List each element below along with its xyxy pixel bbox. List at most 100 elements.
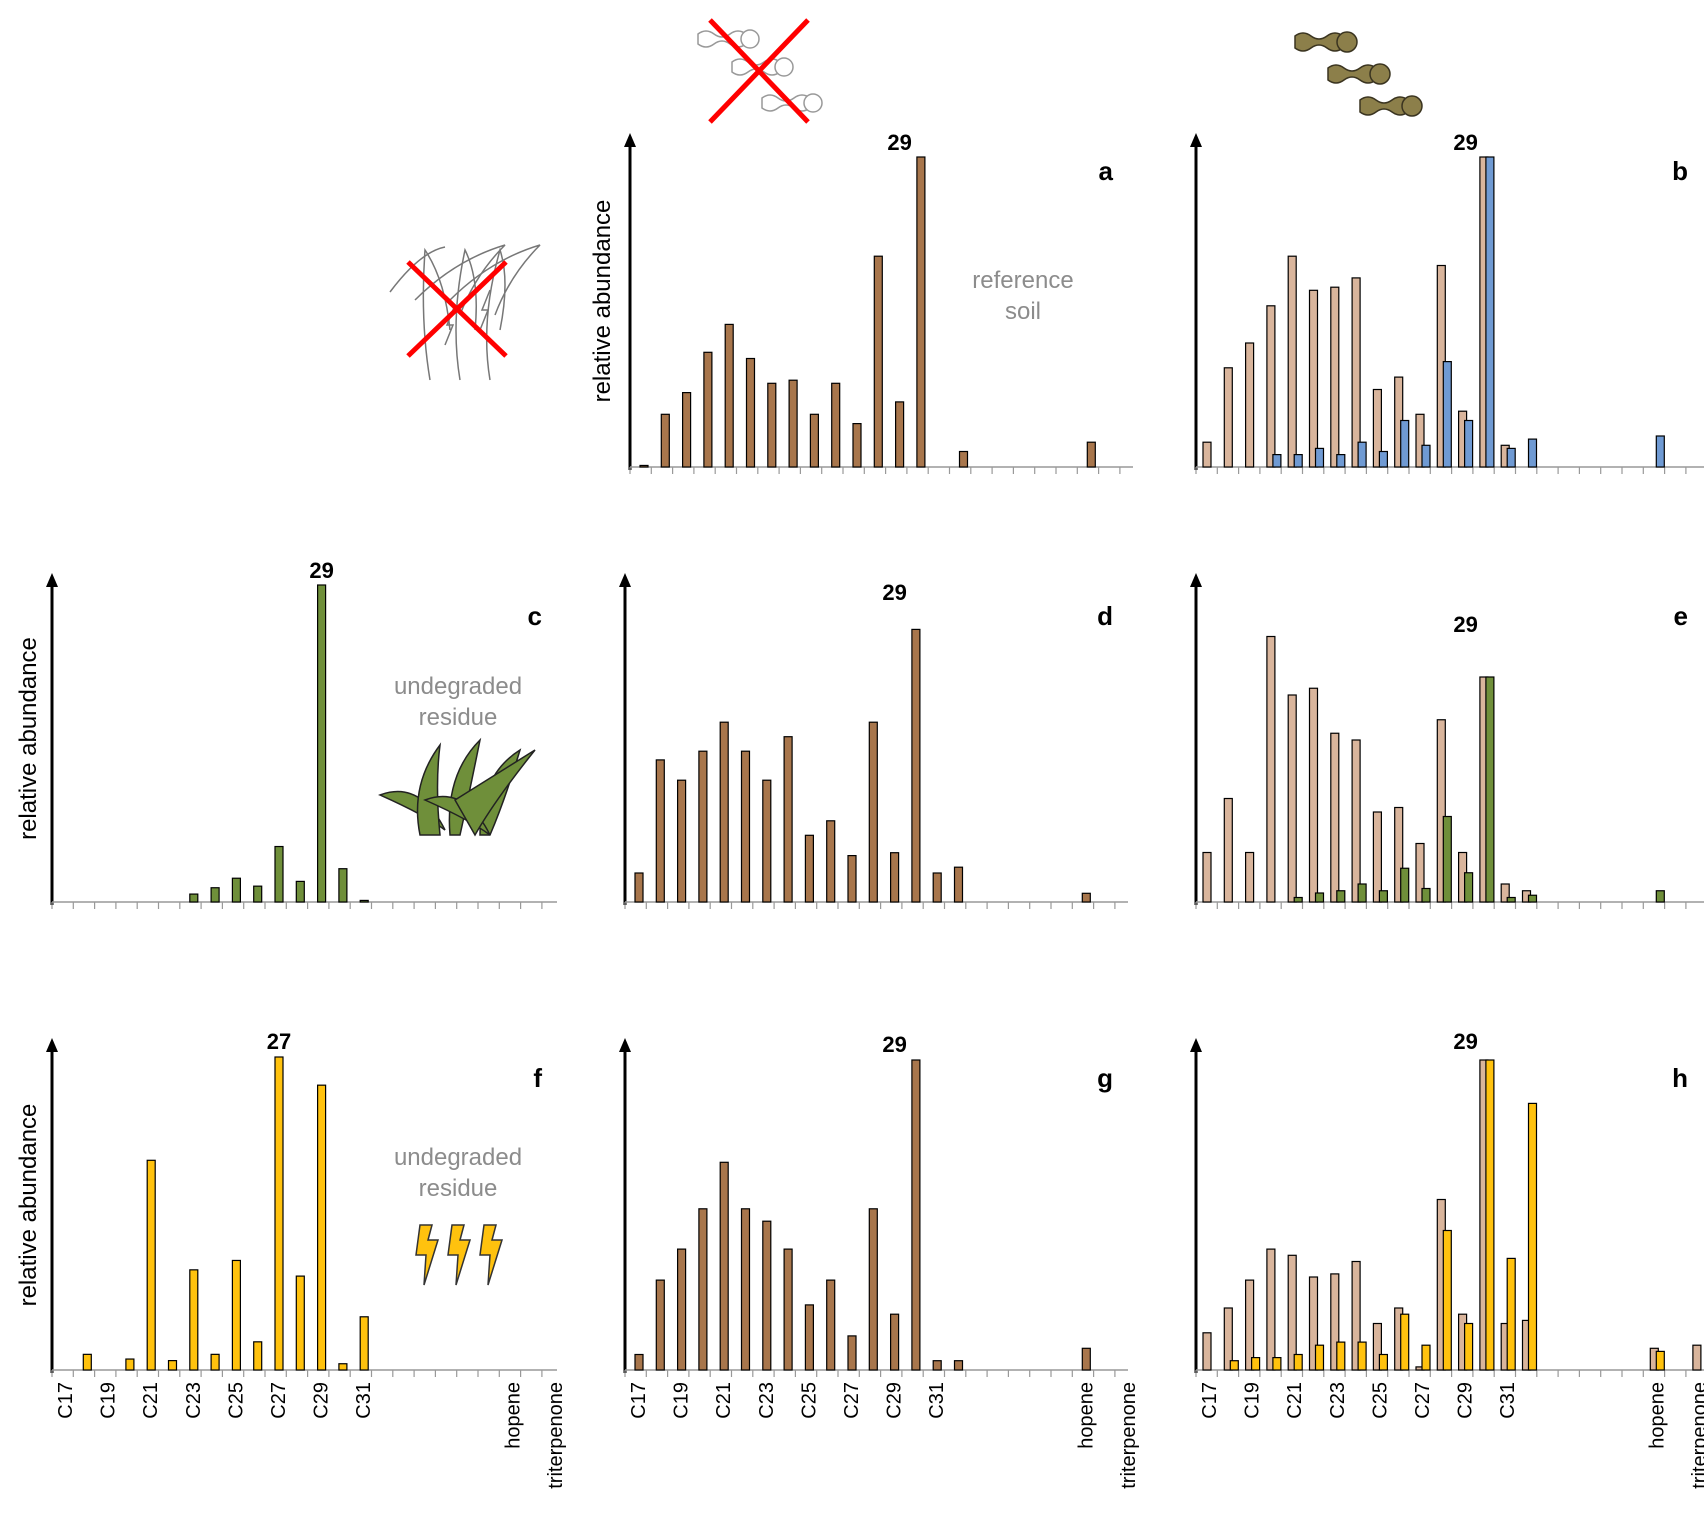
bar-h-s1-2 bbox=[1250, 1356, 1261, 1371]
panels-group: 29 a relative abundance reference soil 29 b 29 c… bbox=[15, 130, 1704, 1489]
panel-h: 29 h C17 C19 C21 C23 C25 C27 C29 C31 hopene triterp… bbox=[1190, 1029, 1704, 1489]
bar-d-s0-21 bbox=[1081, 892, 1091, 903]
bar-h-s1-9 bbox=[1400, 1313, 1410, 1371]
bar-a-s0-10 bbox=[852, 423, 862, 468]
bar-a-s0-0 bbox=[639, 464, 649, 468]
bar-a-s0-3 bbox=[703, 351, 713, 468]
y-axis-arrow bbox=[46, 573, 58, 587]
bar-b-s1-14 bbox=[1506, 447, 1516, 468]
bar-h-s1-8 bbox=[1378, 1353, 1389, 1371]
bar-f-s0-9 bbox=[253, 1341, 263, 1371]
x-tick-label: C25 bbox=[225, 1382, 247, 1419]
bar-h-s1-15 bbox=[1527, 1102, 1538, 1371]
bar-b-s0-4 bbox=[1287, 255, 1297, 468]
bar-a-s0-8 bbox=[809, 413, 820, 468]
x-tick-label: C19 bbox=[98, 1382, 120, 1419]
bar-h-s1-1 bbox=[1229, 1360, 1239, 1371]
y-axis-arrow bbox=[46, 1038, 58, 1052]
bar-g-s0-21 bbox=[1081, 1347, 1091, 1371]
x-tick-label: C19 bbox=[1242, 1382, 1264, 1419]
bar-b-s0-8 bbox=[1372, 388, 1383, 468]
bar-h-s1-7 bbox=[1357, 1341, 1367, 1371]
bar-d-s0-6 bbox=[762, 779, 772, 903]
bar-d-s0-15 bbox=[953, 866, 964, 903]
bar-a-s0-7 bbox=[788, 379, 798, 468]
bar-d-s0-14 bbox=[932, 872, 942, 903]
peak-label: 29 bbox=[1453, 130, 1477, 155]
bar-d-s0-12 bbox=[889, 852, 900, 903]
bar-g-s0-15 bbox=[953, 1360, 964, 1371]
panel-b: 29 b bbox=[1190, 130, 1704, 474]
bar-a-s0-13 bbox=[916, 156, 926, 468]
bar-h-s0-23 bbox=[1692, 1344, 1702, 1371]
bar-e-s0-0 bbox=[1202, 851, 1212, 903]
bar-f-s0-14 bbox=[359, 1316, 369, 1371]
x-tick-label: C21 bbox=[713, 1382, 735, 1419]
bar-b-s1-13 bbox=[1485, 156, 1495, 468]
bar-a-s0-1 bbox=[660, 413, 670, 468]
peak-label: 29 bbox=[882, 1032, 906, 1057]
bar-e-s1-10 bbox=[1421, 887, 1431, 903]
bar-b-s1-9 bbox=[1400, 419, 1410, 468]
bar-a-s0-11 bbox=[873, 255, 883, 468]
bar-b-s0-7 bbox=[1351, 277, 1361, 468]
bar-h-s1-4 bbox=[1293, 1353, 1303, 1371]
x-tick-label: C17 bbox=[1199, 1382, 1221, 1419]
x-tick-label: C31 bbox=[1497, 1382, 1519, 1419]
annotation-text: residue bbox=[419, 704, 498, 731]
y-axis-label: relative abundance bbox=[589, 200, 616, 403]
bar-c-s0-12 bbox=[317, 584, 327, 903]
bar-a-s0-2 bbox=[681, 392, 692, 468]
bar-e-s0-3 bbox=[1266, 635, 1276, 903]
annotation-text: residue bbox=[419, 1175, 498, 1202]
x-tick-label: C21 bbox=[1284, 1382, 1306, 1419]
bar-b-s1-12 bbox=[1463, 419, 1474, 468]
bar-a-s0-21 bbox=[1086, 441, 1096, 468]
x-tick-label: hopene bbox=[1075, 1382, 1097, 1449]
panel-letter: d bbox=[1097, 601, 1113, 631]
bar-e-s1-7 bbox=[1357, 883, 1367, 903]
panel-d: 29 d bbox=[619, 573, 1128, 909]
y-axis-label: relative abundance bbox=[15, 637, 42, 840]
bar-d-s0-5 bbox=[740, 750, 751, 903]
bar-b-s0-3 bbox=[1266, 305, 1276, 468]
panel-letter: h bbox=[1672, 1063, 1688, 1093]
bar-b-s1-5 bbox=[1314, 447, 1325, 468]
bar-e-s0-8 bbox=[1372, 811, 1383, 903]
bar-c-s0-9 bbox=[253, 885, 263, 903]
bar-e-s1-4 bbox=[1293, 896, 1303, 903]
y-axis-arrow bbox=[619, 573, 631, 587]
bar-a-s0-15 bbox=[958, 450, 969, 468]
bar-h-s0-7 bbox=[1351, 1260, 1361, 1371]
bar-g-s0-1 bbox=[655, 1279, 665, 1371]
x-tick-label: C27 bbox=[268, 1382, 290, 1419]
bar-h-s0-5 bbox=[1308, 1276, 1319, 1371]
x-tick-label: C29 bbox=[884, 1382, 906, 1419]
x-tick-label: C29 bbox=[311, 1382, 333, 1419]
grass-leaves-icon bbox=[378, 737, 536, 837]
bar-d-s0-7 bbox=[783, 736, 793, 903]
annotation-text: undegraded bbox=[394, 673, 522, 700]
crossed-out-pale-earthworms-icon bbox=[697, 18, 823, 124]
x-tick-label: C23 bbox=[756, 1382, 778, 1419]
bar-c-s0-8 bbox=[231, 877, 241, 903]
bar-c-s0-13 bbox=[338, 868, 348, 903]
bar-d-s0-11 bbox=[868, 721, 878, 903]
x-tick-label: triterpenone bbox=[545, 1382, 567, 1489]
bar-h-s0-4 bbox=[1287, 1254, 1297, 1371]
panel-letter: a bbox=[1099, 156, 1114, 186]
bar-b-s1-11 bbox=[1442, 361, 1452, 468]
bar-g-s0-10 bbox=[847, 1335, 857, 1371]
x-tick-label: C25 bbox=[1369, 1382, 1391, 1419]
bar-b-s1-3 bbox=[1272, 454, 1282, 468]
bar-e-s0-9 bbox=[1394, 806, 1404, 903]
bar-b-s1-10 bbox=[1421, 444, 1431, 468]
bar-h-s0-0 bbox=[1202, 1332, 1212, 1371]
x-tick-label: C19 bbox=[671, 1382, 693, 1419]
bar-b-s1-7 bbox=[1357, 441, 1367, 468]
panel-letter: e bbox=[1674, 601, 1688, 631]
bar-h-s1-5 bbox=[1314, 1344, 1325, 1371]
x-tick-label: C27 bbox=[841, 1382, 863, 1419]
bar-h-s1-12 bbox=[1463, 1322, 1474, 1371]
bar-h-s0-1 bbox=[1223, 1307, 1233, 1371]
